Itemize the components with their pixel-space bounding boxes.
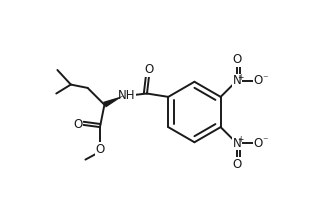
Text: O: O	[253, 137, 262, 150]
Text: O: O	[253, 74, 262, 87]
Text: N: N	[232, 137, 241, 150]
Text: +: +	[238, 73, 244, 82]
Text: O: O	[74, 118, 83, 131]
Text: ⁻: ⁻	[262, 136, 267, 146]
Polygon shape	[103, 96, 123, 108]
Text: O: O	[95, 142, 105, 156]
Text: NH: NH	[117, 89, 135, 102]
Text: O: O	[145, 63, 154, 76]
Text: N: N	[232, 74, 241, 87]
Text: ⁻: ⁻	[262, 74, 267, 84]
Text: +: +	[238, 135, 244, 144]
Text: O: O	[232, 157, 241, 171]
Text: O: O	[232, 53, 241, 67]
